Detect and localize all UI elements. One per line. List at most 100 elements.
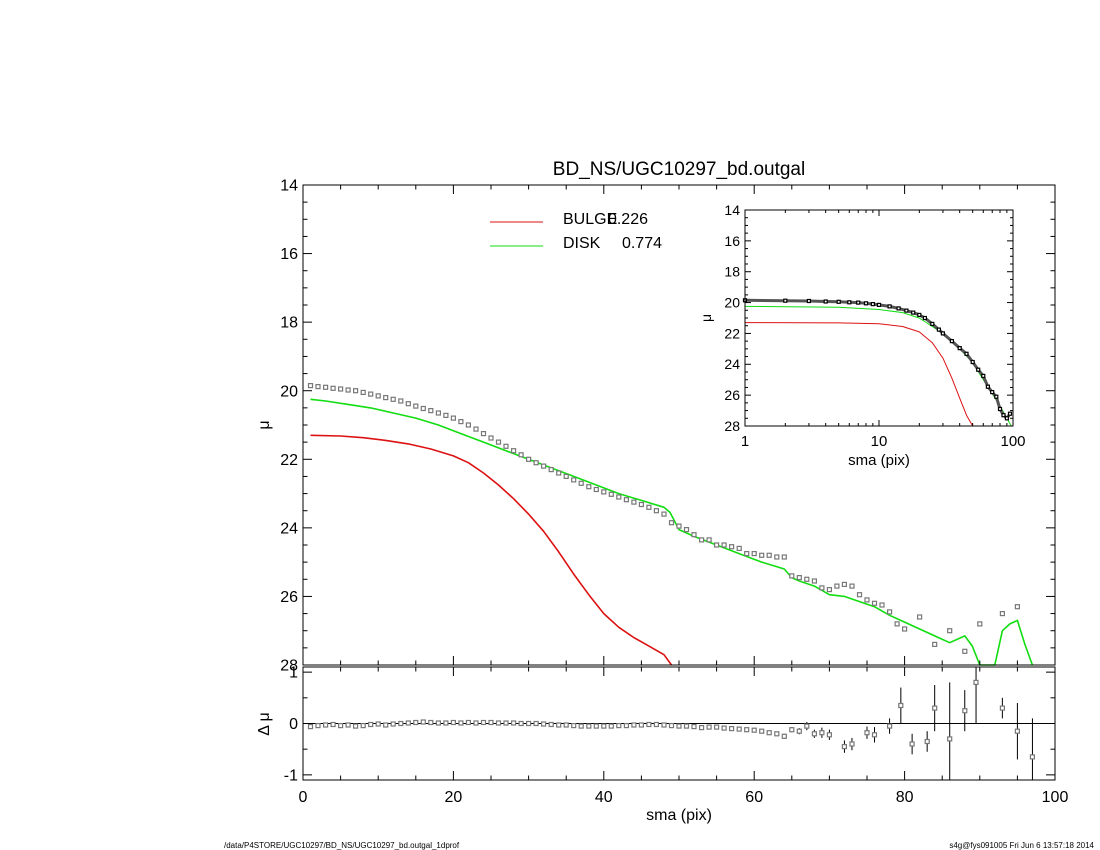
res-data-point xyxy=(315,722,321,729)
res-data-point xyxy=(563,722,569,728)
inset-data-point xyxy=(836,299,841,304)
inset-x-axis-label: sma (pix) xyxy=(848,452,910,469)
legend-bulge-name: BULGE xyxy=(563,211,617,228)
res-data-point xyxy=(661,722,667,728)
res-data-point xyxy=(781,733,787,739)
main-data-point xyxy=(676,523,682,529)
main-data-point xyxy=(879,602,885,608)
main-data-point xyxy=(886,609,893,615)
main-data-point xyxy=(503,443,509,449)
inset-data-point xyxy=(940,331,946,336)
inset-data-point xyxy=(783,298,788,303)
main-data-point xyxy=(450,415,456,421)
inset-data-point xyxy=(870,302,876,307)
main-data-point xyxy=(571,477,577,483)
main-data-point xyxy=(601,489,607,495)
main-data-point xyxy=(608,491,614,497)
residual-x-axis: 0 20 40 60 80 100 xyxy=(299,667,1068,806)
main-data-point xyxy=(398,398,404,404)
res-data-point xyxy=(556,722,562,728)
res-data-point xyxy=(849,741,855,747)
main-y-axis-label: μ xyxy=(256,420,273,429)
res-data-point xyxy=(533,720,539,727)
res-data-point xyxy=(826,732,833,738)
res-data-point xyxy=(525,720,532,727)
res-data-point xyxy=(999,705,1006,711)
res-ytick-label: 0 xyxy=(289,716,298,733)
legend: BULGE 0.226 DISK 0.774 xyxy=(490,211,662,252)
main-bulge-line xyxy=(310,434,673,666)
legend-disk-name: DISK xyxy=(563,235,601,252)
main-data-point xyxy=(556,470,562,476)
res-data-point xyxy=(540,721,547,727)
inset-xtick-label: 1 xyxy=(741,433,749,450)
res-data-point xyxy=(450,719,456,726)
res-data-point xyxy=(973,679,979,686)
main-data-point xyxy=(563,473,569,479)
res-data-point xyxy=(420,719,426,725)
main-data-point xyxy=(586,484,592,490)
main-data-point xyxy=(728,544,735,550)
res-data-point xyxy=(488,719,494,726)
inset-data-point xyxy=(964,351,969,356)
res-data-point xyxy=(571,722,577,729)
res-data-point xyxy=(338,722,344,729)
inset-ytick-label: 20 xyxy=(724,294,740,310)
inset-data-point xyxy=(911,310,916,315)
main-ytick-label: 18 xyxy=(280,315,298,332)
res-data-point xyxy=(465,719,471,726)
main-y-axis: 14 16 18 20 22 24 26 28 xyxy=(280,178,1056,675)
main-data-point xyxy=(916,614,923,620)
main-data-point xyxy=(540,463,547,469)
res-data-point xyxy=(428,719,434,726)
legend-disk-value: 0.774 xyxy=(622,235,662,252)
res-data-point xyxy=(774,731,780,737)
inset-data-point xyxy=(957,346,962,351)
main-data-point xyxy=(428,408,434,414)
main-data-point xyxy=(623,497,630,503)
res-data-point xyxy=(691,723,697,730)
res-data-point xyxy=(698,724,705,731)
main-data-point xyxy=(375,393,381,399)
plot-title: BD_NS/UGC10297_bd.outgal xyxy=(553,159,805,180)
res-data-point xyxy=(924,738,930,745)
main-data-point xyxy=(751,550,757,557)
inset-y-axis: 14 16 18 20 22 24 26 28 xyxy=(724,202,1013,434)
main-data-point xyxy=(744,550,750,557)
main-data-point xyxy=(368,391,374,397)
main-data-point xyxy=(518,452,524,458)
residual-x-axis-label: sma (pix) xyxy=(646,807,712,824)
res-ytick-label: -1 xyxy=(284,767,298,784)
main-data-point xyxy=(480,431,487,437)
res-data-point xyxy=(766,730,772,736)
main-data-point xyxy=(977,621,983,627)
main-data-point xyxy=(736,545,742,552)
res-xtick-label: 40 xyxy=(595,789,613,806)
res-data-point xyxy=(345,722,351,728)
inset-data-point xyxy=(936,327,942,332)
inset-data-point xyxy=(876,302,882,307)
res-xtick-label: 60 xyxy=(745,789,763,806)
res-data-point xyxy=(886,723,893,729)
main-ytick-label: 24 xyxy=(280,520,298,537)
main-data-point xyxy=(871,600,878,606)
main-data-point xyxy=(390,396,396,402)
main-data-point xyxy=(435,410,441,416)
main-data-point xyxy=(849,583,855,589)
res-data-point xyxy=(616,722,622,729)
res-xtick-label: 0 xyxy=(299,789,308,806)
footer-timestamp: s4g@fys091005 Fri Jun 6 13:57:18 2014 xyxy=(949,841,1094,850)
res-data-point xyxy=(405,720,411,726)
res-data-point xyxy=(683,723,690,729)
res-data-point xyxy=(871,732,878,738)
main-data-point xyxy=(774,554,780,560)
main-series-layer xyxy=(307,383,1034,666)
main-ytick-label: 14 xyxy=(280,178,298,195)
main-data-point xyxy=(834,583,840,589)
res-xtick-label: 80 xyxy=(896,789,914,806)
inset-data-point xyxy=(904,308,909,313)
main-data-point xyxy=(661,511,667,517)
residual-series-layer xyxy=(303,667,1055,780)
inset-log-plot: 14 16 18 20 22 24 26 28 1 10 100 μ sma (pix) xyxy=(698,202,1026,469)
main-data-point xyxy=(796,574,802,581)
